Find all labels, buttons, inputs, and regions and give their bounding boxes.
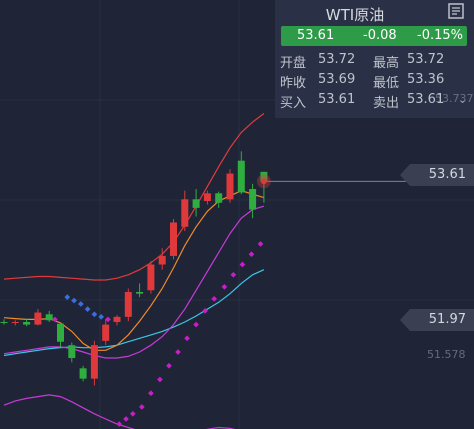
candle-body <box>215 193 223 203</box>
candle-body <box>113 316 121 322</box>
open-value: 53.72 <box>318 52 356 67</box>
ghost-axis-value: 53.737 <box>435 92 474 105</box>
candle-body <box>57 323 64 342</box>
ma-slow-line <box>3 269 265 357</box>
lower-band-line <box>3 394 236 429</box>
indicator-dot <box>64 294 71 300</box>
indicator-dot <box>157 376 163 383</box>
indicator-dot <box>139 404 145 410</box>
candle-body <box>237 160 245 193</box>
candle-body <box>260 171 268 182</box>
price-change-bar: 53.61 -0.08 -0.15% <box>281 26 467 46</box>
open-label: 开盘 <box>280 56 307 71</box>
candle-body <box>79 368 87 379</box>
indicator-dot <box>129 410 136 417</box>
candle-body <box>249 189 257 210</box>
last-price-marker <box>260 178 267 185</box>
candle-body <box>192 199 200 208</box>
candle-body <box>45 314 53 321</box>
current-price-tag: 53.61 <box>400 164 474 186</box>
indicator-dot <box>91 311 98 318</box>
low-label: 最低 <box>373 76 400 91</box>
candle-body <box>68 345 76 359</box>
prev-close-label: 昨收 <box>280 76 307 91</box>
candle-body <box>0 322 8 323</box>
ask-label: 卖出 <box>373 96 400 111</box>
indicator-dot <box>78 301 84 307</box>
low-value: 53.36 <box>407 72 445 87</box>
candle-body <box>147 264 155 291</box>
bid-value: 53.61 <box>318 92 356 107</box>
indicator-dot <box>184 335 190 342</box>
indicator-dot <box>211 296 218 302</box>
price-change-pct: -0.15% <box>417 28 463 43</box>
candle-body <box>34 312 42 325</box>
indicator-dot <box>123 416 129 422</box>
candle-body <box>158 255 166 265</box>
price-change: -0.08 <box>363 28 397 43</box>
candle-body <box>170 222 177 256</box>
expand-icon[interactable] <box>447 2 465 20</box>
indicator-dot <box>230 271 237 278</box>
ma-mid-line <box>3 205 265 359</box>
candle-body <box>11 322 19 323</box>
open-high-row: 开盘 53.72 最高 53.72 <box>280 52 470 71</box>
candle-body <box>90 345 98 379</box>
candle-body <box>124 291 132 317</box>
indicator-dot <box>257 241 264 247</box>
last-price: 53.61 <box>297 28 335 43</box>
prevclose-low-row: 昨收 53.69 最低 53.36 <box>280 72 470 91</box>
bid-label: 买入 <box>280 96 307 111</box>
quote-panel: WTI原油 53.61 -0.08 -0.15% 开盘 53.72 最高 53.… <box>275 0 474 118</box>
ma-fast-line <box>3 190 265 351</box>
indicator-dot <box>71 297 77 304</box>
indicator-dot <box>239 261 246 268</box>
indicator-dot <box>193 321 199 328</box>
chevron-down-icon[interactable]: ⌄ <box>458 93 468 106</box>
indicator-dot <box>148 390 154 397</box>
indicator-dot <box>221 283 228 290</box>
candle-body <box>136 291 144 294</box>
candle-body <box>102 324 110 341</box>
reference-price-tag: 51.97 <box>400 309 474 331</box>
indicator-dot <box>84 306 91 312</box>
candle-body <box>23 322 31 325</box>
indicator-dot <box>98 314 105 320</box>
candle-body <box>203 193 211 202</box>
candle-body <box>181 199 189 227</box>
indicator-dot <box>105 316 111 323</box>
indicator-dot <box>175 349 181 355</box>
high-label: 最高 <box>373 56 400 71</box>
indicator-dot <box>248 251 255 258</box>
indicator-dot <box>202 308 208 314</box>
ask-value: 53.61 <box>407 92 445 107</box>
prev-close-value: 53.69 <box>318 72 356 87</box>
high-value: 53.72 <box>407 52 445 67</box>
indicator-dot <box>116 421 123 427</box>
price-axis-label: 51.578 <box>427 348 466 361</box>
upper-band-line <box>3 113 265 281</box>
instrument-title: WTI原油 <box>325 6 385 24</box>
indicator-dot <box>166 362 172 369</box>
candle-body <box>226 173 234 200</box>
bid-ask-row: 买入 53.61 卖出 53.61 <box>280 92 470 111</box>
